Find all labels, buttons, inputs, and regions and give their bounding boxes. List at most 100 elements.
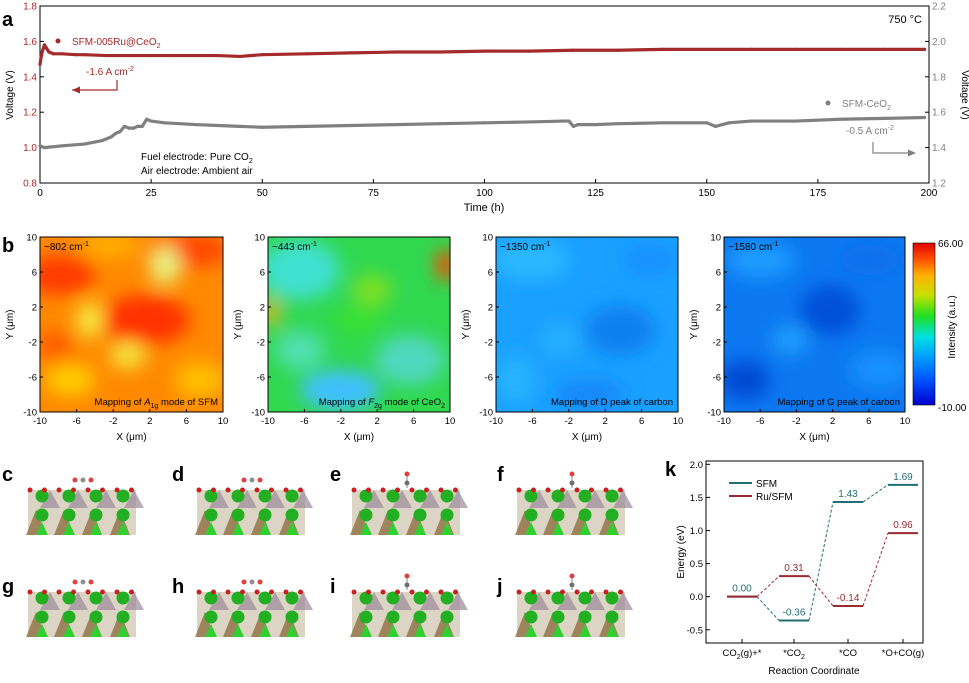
ads-o-f <box>569 471 575 477</box>
map-2-ytick-label-2: -2 <box>485 338 493 349</box>
sr-atom2-e-3 <box>440 508 454 522</box>
legend-ru: SFM-005Ru@CeO2 <box>72 37 161 50</box>
map-2-ylabel: Y (μm) <box>461 309 472 339</box>
a-series-0-point-23 <box>571 48 576 52</box>
a-series-0-point-29 <box>838 47 842 51</box>
a-series-0-point-9 <box>82 53 87 57</box>
sr-atom2-g-1 <box>62 610 76 624</box>
map-0-ytick-label-0: -10 <box>23 408 37 419</box>
ads-o2-c <box>88 477 94 483</box>
a-series-1-point-1 <box>42 146 47 150</box>
a-series-1-point-29 <box>576 122 580 127</box>
sr-atom-f-1 <box>551 489 565 503</box>
sr-tri-g-3 <box>117 624 129 637</box>
sr-tri-f-1 <box>552 522 564 535</box>
o-atom-i-6 <box>438 589 444 595</box>
o-atom-c-6 <box>114 487 120 493</box>
sr-tri-i-2 <box>414 624 426 637</box>
a-ytick-label-0: 0.8 <box>23 179 37 190</box>
panel-a-xlabel: Time (h) <box>464 202 505 214</box>
panel-a-chart: 0 25 50 75 100 125 150 175 200 0.8 1.0 1.2 1.4 1.6 1.8… <box>5 2 969 215</box>
a-xtick-label-7: 175 <box>810 188 827 199</box>
sr-tri-g-2 <box>90 624 102 637</box>
ads-o1-g <box>72 579 78 585</box>
a-series-1-point-16 <box>193 122 198 127</box>
map-frame-3 <box>723 236 906 413</box>
a-series-1-point-40 <box>922 115 927 120</box>
o-atom-j-3 <box>560 589 565 595</box>
ads-o-i <box>404 573 410 579</box>
o-atom-f-0 <box>516 487 522 493</box>
map-0-caption: Mapping of A1g mode of SFM <box>95 397 219 410</box>
a-series-1-point-27 <box>567 119 571 123</box>
a-series-1-point-33 <box>705 121 709 125</box>
a-series-1-point-14 <box>149 119 153 123</box>
panel-k-xlabel: Reaction Coordinate <box>768 666 860 677</box>
sr-tri-c-0 <box>36 522 48 535</box>
k-connector-0-2 <box>862 484 889 503</box>
sr-atom-d-0 <box>204 489 218 503</box>
k-ytick-label-1: 0.0 <box>690 592 703 603</box>
a-series-1-point-32 <box>660 121 664 125</box>
sr-atom2-c-0 <box>35 508 49 522</box>
a-series-1-point-37 <box>794 119 798 123</box>
sr-tri-f-3 <box>606 522 618 535</box>
o-atom-d-7 <box>298 487 303 493</box>
o-atom-j-2 <box>545 589 551 595</box>
sr-atom-j-2 <box>578 591 592 605</box>
map-1-ytick-label-4: 6 <box>260 268 265 279</box>
o-atom-i-4 <box>409 589 415 595</box>
map-3-ytick-label-0: -10 <box>707 408 721 419</box>
raman-map-g-peak <box>724 237 905 412</box>
a-series-1-point-28 <box>571 124 576 128</box>
map-1-ytick-label-1: -6 <box>257 373 265 384</box>
o-atom-g-3 <box>71 589 76 595</box>
a-y2tick-label-2: 1.6 <box>932 108 946 119</box>
map-0-xtick-label-3: 2 <box>147 416 152 427</box>
tetra-j-3 <box>613 592 633 610</box>
sr-atom-i-3 <box>440 591 454 605</box>
map-2-caption: Mapping of D peak of carbon <box>551 397 673 408</box>
ads-c-j <box>569 582 575 588</box>
a-series-0-point-4 <box>45 46 49 51</box>
ads-c-d <box>249 477 255 483</box>
k-ytick-label-3: 1.0 <box>690 526 703 537</box>
sr-atom2-i-2 <box>413 610 427 624</box>
sr-atom2-h-3 <box>285 610 299 624</box>
sr-atom-e-3 <box>440 489 454 503</box>
structure-i <box>350 573 468 637</box>
tetra-c-1 <box>68 490 88 508</box>
sr-atom2-e-0 <box>359 508 373 522</box>
sr-atom2-h-1 <box>231 610 245 624</box>
tetra-g-0 <box>40 592 60 610</box>
tetra-i-0 <box>364 592 384 610</box>
sr-atom2-j-1 <box>551 610 565 624</box>
sr-atom-g-3 <box>116 591 130 605</box>
legend-marker-ceo2 <box>825 100 831 106</box>
sr-atom2-c-1 <box>62 508 76 522</box>
map-0-ytick-label-2: -2 <box>29 338 37 349</box>
a-y2tick-label-4: 2.0 <box>932 37 946 48</box>
a-series-line-1 <box>39 115 925 150</box>
o-atom-d-3 <box>240 487 245 493</box>
sr-atom-i-1 <box>386 591 400 605</box>
sr-tri-e-2 <box>414 522 426 535</box>
sr-atom-d-1 <box>231 489 245 503</box>
arrowhead-ru <box>72 86 80 94</box>
a-series-1-point-25 <box>527 120 531 124</box>
sr-tri-f-0 <box>525 522 537 535</box>
map-1-xtick-label-2: -2 <box>337 416 345 427</box>
ads-c-i <box>404 582 410 588</box>
o-atom-h-6 <box>283 589 289 595</box>
colorbar-min: -10.00 <box>938 403 967 414</box>
a-series-0-point-25 <box>660 47 664 51</box>
sr-atom-c-3 <box>116 489 130 503</box>
map-3-ytick-label-1: -6 <box>713 373 721 384</box>
tetra-h-3 <box>293 592 313 610</box>
a-series-1-point-15 <box>162 121 167 125</box>
a-series-0-point-21 <box>482 49 487 53</box>
sr-atom-e-0 <box>359 489 373 503</box>
o-atom-d-0 <box>196 487 202 493</box>
panel-a-y2label: Voltage (V) <box>959 70 969 119</box>
map-2-xtick-label-4: 6 <box>639 416 644 427</box>
